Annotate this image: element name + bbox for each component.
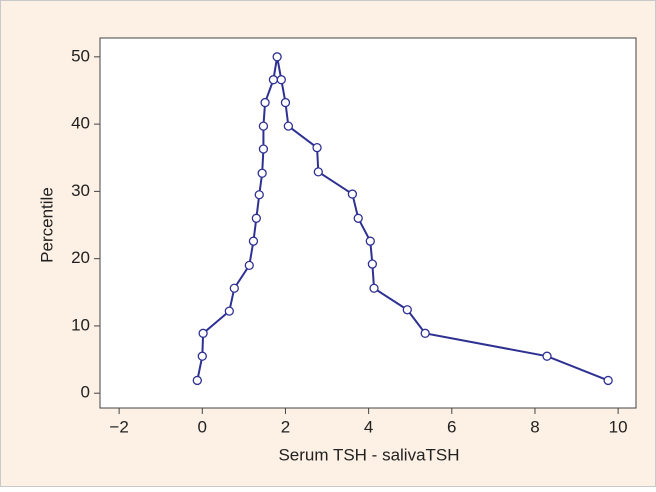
point	[369, 283, 379, 293]
point	[198, 328, 208, 338]
y-tick-label: 30	[71, 181, 90, 200]
point	[251, 213, 262, 223]
point	[197, 351, 207, 361]
point	[313, 167, 323, 177]
x-tick-label: −2	[109, 417, 128, 436]
point	[280, 97, 291, 108]
x-tick-label: 10	[609, 417, 628, 436]
point	[272, 52, 282, 62]
x-axis-label: Serum TSH - salivaTSH	[278, 445, 459, 464]
point	[268, 75, 279, 85]
y-tick-label: 10	[71, 315, 90, 334]
point	[402, 305, 412, 315]
point	[420, 328, 430, 338]
point	[365, 236, 375, 246]
point	[229, 283, 239, 293]
point	[224, 306, 234, 316]
x-tick-label: 2	[281, 417, 290, 436]
point	[248, 236, 259, 246]
x-tick-label: 8	[530, 417, 539, 436]
x-tick-label: 4	[364, 417, 373, 436]
point	[347, 189, 358, 199]
plot-area	[99, 37, 637, 409]
y-tick-label: 50	[71, 46, 90, 65]
point	[260, 97, 270, 108]
point	[603, 375, 613, 386]
x-tick-label: 0	[198, 417, 207, 436]
point	[367, 259, 378, 269]
point	[542, 351, 552, 361]
point	[312, 143, 322, 153]
point	[276, 75, 286, 85]
point	[258, 121, 269, 131]
y-tick-label: 20	[71, 248, 90, 267]
point	[353, 213, 363, 223]
y-tick-label: 40	[71, 114, 90, 133]
point	[244, 260, 254, 271]
y-axis-label: Percentile	[37, 187, 56, 263]
y-tick-label: 0	[81, 383, 90, 402]
x-tick-label: 6	[447, 417, 456, 436]
point	[192, 375, 202, 386]
point	[257, 168, 267, 178]
point	[254, 190, 264, 200]
point	[258, 144, 269, 154]
point	[283, 121, 294, 131]
